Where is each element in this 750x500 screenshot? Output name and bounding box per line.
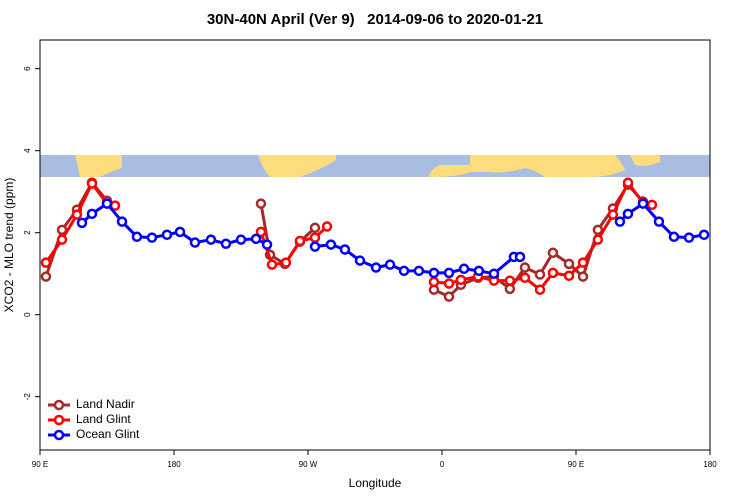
point [622,177,634,188]
point [473,265,485,277]
legend-marker [53,429,65,441]
point [428,267,440,279]
point [443,291,455,302]
x-tick-label: 180 [167,460,181,469]
point [56,234,68,245]
point [71,209,83,220]
point [325,239,337,250]
point [698,229,710,240]
point [534,284,546,295]
point [563,270,575,281]
y-tick-label: 0 [23,312,32,317]
map-band [40,155,710,177]
point [607,209,619,220]
x-tick-label: 90 E [568,460,584,469]
point [255,198,267,209]
point [40,257,52,268]
point [174,226,186,238]
point [339,244,351,255]
point [309,232,321,243]
legend-label: Ocean Glint [76,427,140,441]
point [413,265,425,277]
x-tick-label: 180 [703,460,717,469]
point [266,259,278,270]
point [161,229,173,240]
point [458,263,470,275]
point [131,231,143,243]
y-tick-label: -2 [23,393,32,401]
x-axis-label: Longitude [349,476,402,490]
point [547,267,559,279]
point [250,233,262,245]
point [614,216,626,227]
point [309,222,321,234]
point [592,234,604,245]
point [577,257,589,268]
point [519,272,531,284]
point [455,274,467,286]
legend-label: Land Glint [76,412,131,426]
point [220,238,232,250]
point [86,178,98,189]
point [294,235,306,247]
point [488,268,500,279]
y-tick-label: 4 [23,148,32,153]
x-tick-label: 90 E [32,460,48,469]
legend-marker [53,414,65,426]
point [646,199,658,211]
point [40,271,52,282]
point [443,267,455,279]
point [56,224,68,236]
point [76,217,88,229]
point [653,216,665,227]
point [592,224,604,236]
point [384,259,396,270]
point [519,262,531,273]
point [504,283,516,295]
point [205,234,217,245]
point [189,237,201,248]
y-tick-label: 2 [23,230,32,235]
point [398,265,410,277]
point [321,221,333,232]
point [116,216,128,227]
point [255,226,267,238]
point [101,198,113,209]
chart-title: 30N-40N April (Ver 9) 2014-09-06 to 2020… [207,11,543,28]
point [428,276,440,288]
x-tick-label: 0 [440,460,445,469]
point [370,262,382,273]
plot-frame [39,39,711,451]
x-tick-label: 90 W [299,460,318,469]
legend-marker [53,399,65,411]
legend-label: Land Nadir [76,397,135,411]
point [668,231,680,243]
point [514,251,526,263]
point [309,241,321,252]
point [504,275,516,286]
point [86,208,98,220]
point [261,239,273,250]
point [280,257,292,268]
point [683,232,695,243]
y-axis-label: XCO2 - MLO trend (ppm) [2,178,16,313]
point [146,232,158,243]
point [637,198,649,209]
y-tick-label: 6 [23,66,32,71]
point [577,271,589,282]
point [354,255,366,266]
point [235,234,247,245]
point [547,247,559,259]
point [443,278,455,289]
point [563,258,575,270]
point [534,269,546,280]
point [622,208,634,220]
